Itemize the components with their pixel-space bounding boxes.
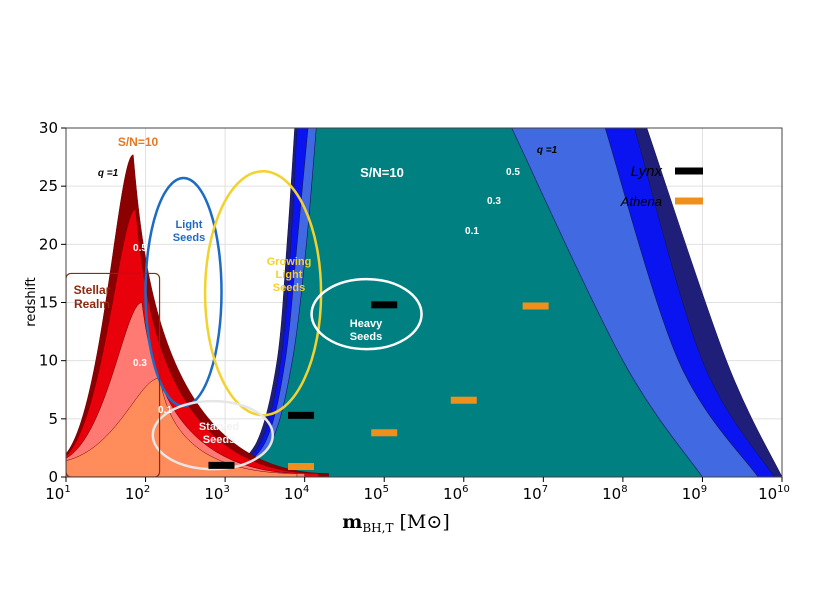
x-axis-ticks: 101 102 103 104 105 106 107 108 109 1010 [45,477,790,503]
seed-region-heavy-seeds [310,277,423,351]
seed-region-starved-seeds [151,399,275,471]
y-tick-label: 25 [39,177,58,195]
lynx-marker [288,411,315,419]
athena-q-label: 0.1 [158,405,172,416]
y-axis-ticks: 0 5 10 15 20 25 30 [39,119,66,486]
y-tick-label: 30 [39,119,58,137]
lynx-q-label: 0.5 [506,167,520,178]
y-tick-label: 5 [48,410,58,428]
seed-label: Starved [199,421,239,433]
x-tick-label: 105 [363,484,388,503]
x-tick-label: 102 [125,484,150,503]
athena-sn-label: S/N=10 [118,135,159,149]
x-tick-label: 103 [204,484,229,503]
x-tick-label: 107 [523,484,548,503]
lynx-marker [371,301,398,309]
athena-marker [288,463,315,471]
x-tick-label: 109 [682,484,707,503]
x-tick-label: 104 [284,484,309,503]
lynx-q-label: q =1 [537,145,558,156]
stellar-realm-label: Realm [74,297,110,311]
athena-marker [522,302,549,310]
y-tick-label: 20 [39,235,58,253]
legend-swatch [675,197,703,205]
x-axis-label: mBH,T [M⊙] [342,511,449,535]
y-tick-label: 0 [48,468,58,486]
lynx-q-label: 0.1 [465,226,479,237]
x-tick-label: 108 [602,484,627,503]
lynx-regions [221,128,782,477]
seed-label: Light [276,269,303,281]
lynx-region-01 [233,128,703,477]
athena-regions [66,154,329,477]
seed-label: Light [176,219,203,231]
seed-label: Seeds [273,282,305,294]
x-tick-label: 101 [45,484,70,503]
legend: Lynx Athena [620,163,703,209]
legend-label: Lynx [631,163,663,180]
seed-label: Seeds [203,434,235,446]
seed-label: Seeds [173,232,205,244]
y-axis-label: redshift [24,277,39,326]
y-tick-label: 10 [39,352,58,370]
seed-label: Growing [267,256,312,268]
x-tick-label: 106 [443,484,468,503]
lynx-marker [208,461,235,469]
x-tick-label: 1010 [758,484,790,503]
athena-q-label: 0.3 [133,358,147,369]
lynx-sn-label: S/N=10 [360,165,404,180]
athena-q-label: 0.5 [133,243,147,254]
athena-q-label: q =1 [98,168,119,179]
stellar-realm-label: Stellar [74,283,111,297]
markers [208,301,549,471]
seed-label: Heavy [350,318,383,330]
region-labels: S/N=10 S/N=10 q =1 0.5 0.3 0.1 q =1 0.5 0.3 0.1 Li… [74,135,558,446]
lynx-q-label: 0.3 [487,196,501,207]
athena-marker [371,429,398,437]
y-tick-label: 15 [39,294,58,312]
athena-marker [450,396,477,404]
legend-swatch [675,167,703,175]
legend-label: Athena [620,194,662,209]
seed-label: Seeds [350,331,382,343]
